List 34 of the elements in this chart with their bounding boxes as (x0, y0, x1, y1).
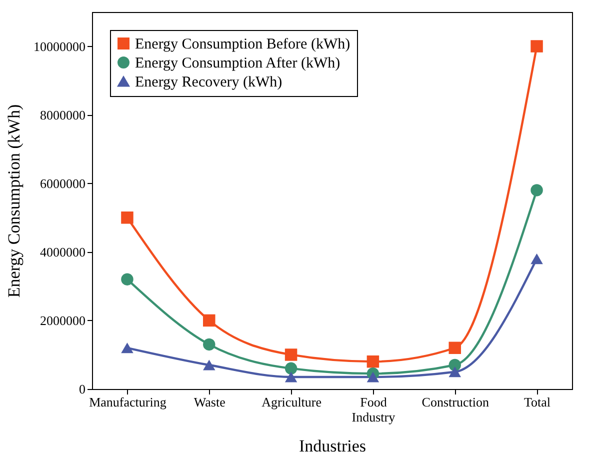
y-tick-label: 4000000 (40, 244, 86, 260)
point (284, 362, 298, 375)
point (366, 372, 380, 382)
point (530, 253, 543, 264)
x-tick-label: Construction (422, 394, 490, 410)
point (284, 348, 298, 361)
point (366, 355, 380, 368)
x-axis-title: Industries (298, 436, 366, 456)
legend-label: Energy Consumption After (kWh) (135, 56, 340, 72)
x-tick-label: Food Industry (352, 394, 396, 424)
legend-label: Energy Consumption Before (kWh) (135, 36, 350, 52)
point (530, 40, 543, 52)
y-tick-label: 6000000 (40, 176, 86, 191)
y-tick-label: 8000000 (40, 107, 86, 122)
point (530, 184, 543, 196)
x-tick-label: Waste (194, 394, 226, 410)
x-tick-label: Total (524, 394, 551, 410)
legend-label: Energy Recovery (kWh) (135, 74, 282, 90)
point (121, 342, 134, 354)
point (121, 212, 134, 224)
point (203, 314, 216, 327)
y-tick-label: 10000000 (34, 38, 86, 54)
y-tick-label: 0 (79, 382, 86, 396)
point (121, 273, 134, 286)
point (284, 372, 298, 382)
y-tick-label: 2000000 (40, 312, 86, 328)
point (203, 338, 216, 351)
point (448, 366, 461, 378)
x-tick-label: Agriculture (262, 394, 322, 410)
x-tick-label: Manufacturing (89, 394, 167, 410)
point (448, 342, 461, 354)
y-axis-title: Energy Consumption (kWh) (4, 104, 24, 298)
point (203, 360, 216, 370)
point (448, 358, 461, 372)
